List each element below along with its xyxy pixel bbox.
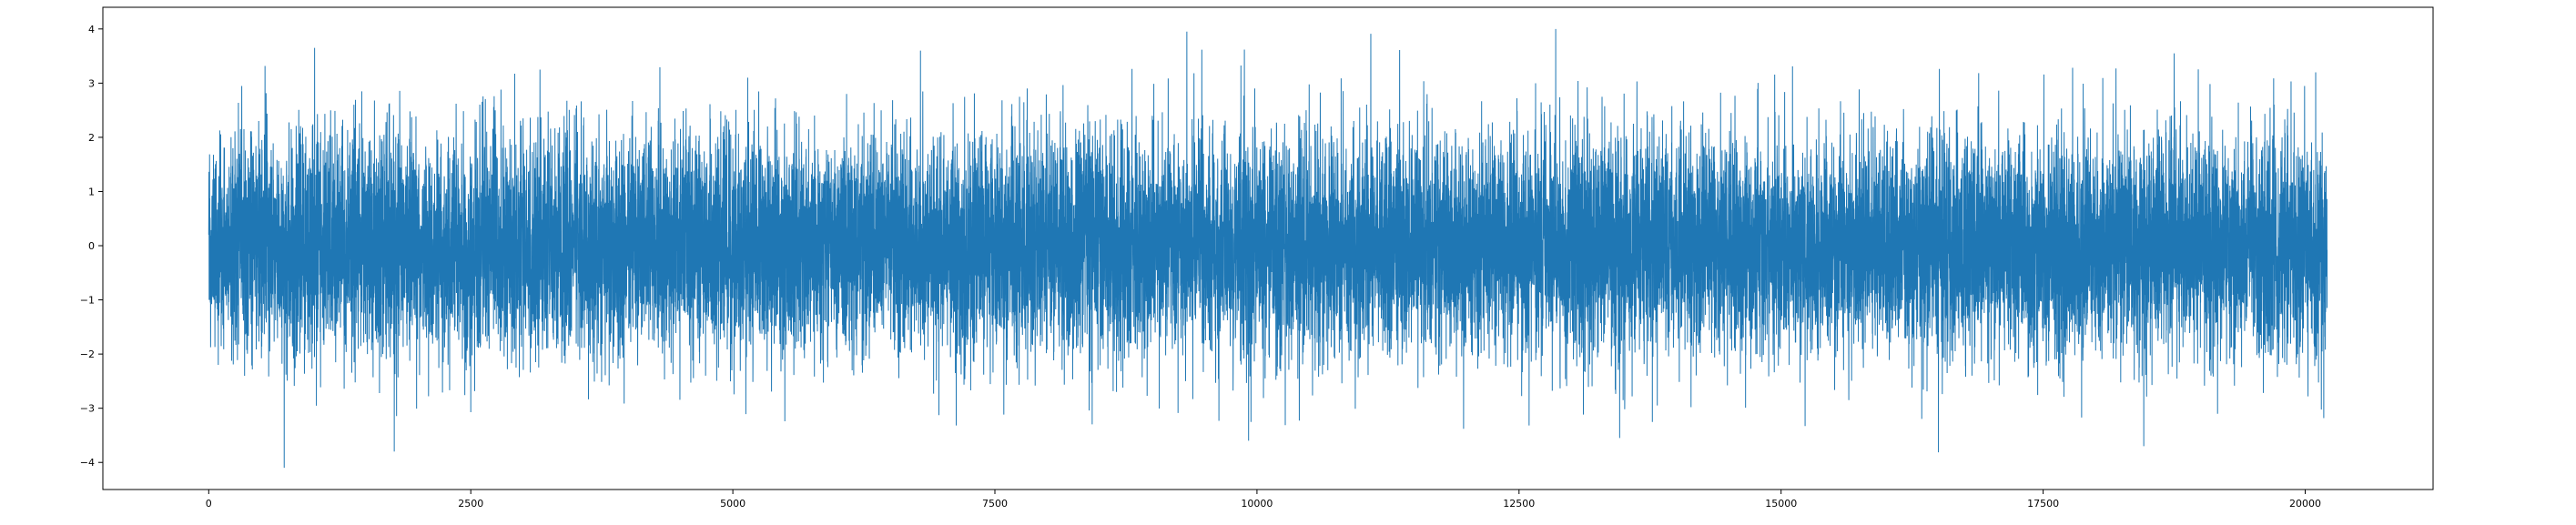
series-line — [208, 28, 2328, 469]
y-tick-label: 0 — [88, 240, 95, 252]
x-tick-label: 17500 — [2027, 498, 2059, 510]
x-tick-label: 15000 — [1765, 498, 1797, 510]
x-tick-label: 2500 — [458, 498, 483, 510]
y-tick-label: −3 — [80, 403, 95, 415]
y-axis: −4 −3 −2 −1 0 1 2 3 4 — [80, 24, 103, 469]
y-tick-label: 1 — [88, 186, 95, 197]
axes-frame — [102, 6, 2434, 490]
x-tick-label: 12500 — [1503, 498, 1535, 510]
x-axis: 0 2500 5000 7500 10000 12500 15000 17500 20000 — [206, 490, 2321, 510]
x-tick-label: 10000 — [1241, 498, 1273, 510]
x-tick-label: 5000 — [720, 498, 745, 510]
x-tick-label: 20000 — [2289, 498, 2321, 510]
x-tick-label: 7500 — [982, 498, 1008, 510]
plot-area — [208, 28, 2328, 469]
x-tick-label: 0 — [206, 498, 212, 510]
y-tick-label: 3 — [88, 77, 95, 89]
y-tick-label: 4 — [88, 24, 95, 35]
y-tick-label: −2 — [80, 348, 95, 360]
y-tick-label: −4 — [80, 457, 95, 469]
y-tick-label: −1 — [80, 295, 95, 307]
y-tick-label: 2 — [88, 132, 95, 144]
